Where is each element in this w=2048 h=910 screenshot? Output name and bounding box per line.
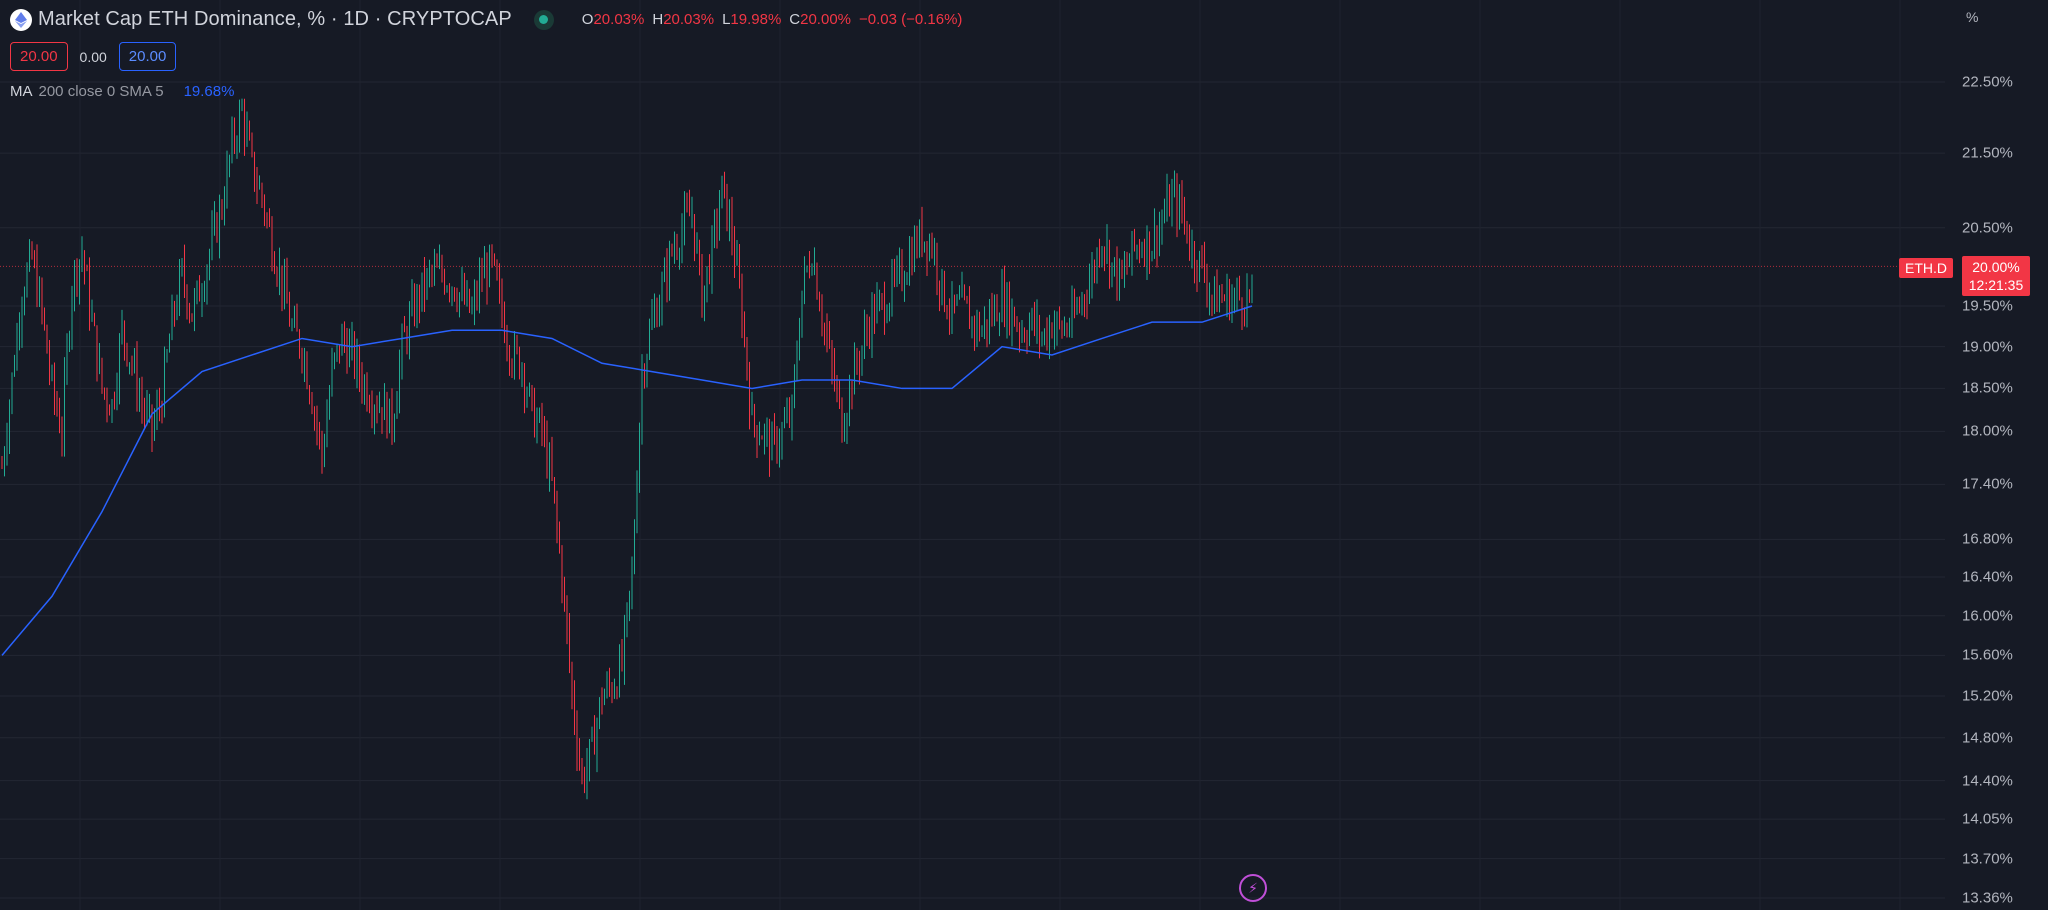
- ma-value: 19.68%: [183, 83, 235, 100]
- ohlc-open-key: O: [581, 11, 594, 28]
- axis-tick-label: 17.40%: [1962, 475, 2013, 493]
- axis-tick-label: 21.50%: [1962, 144, 2013, 162]
- last-price-value: 20.00%: [1972, 259, 2020, 275]
- lightning-icon[interactable]: ⚡: [1239, 874, 1267, 902]
- axis-tick-label: 13.70%: [1962, 850, 2013, 868]
- ethereum-icon[interactable]: [10, 8, 32, 31]
- axis-tick-label: 14.40%: [1962, 772, 2013, 790]
- market-status-icon[interactable]: [533, 9, 554, 30]
- candlestick-series: [1, 98, 1253, 800]
- ma-params: 200 close 0 SMA 5: [38, 83, 164, 100]
- ohlc-values: O20.03% H20.03% L19.98% C20.00% −0.03 (−…: [582, 11, 963, 28]
- axis-tick-label: 15.20%: [1962, 687, 2013, 705]
- last-price-label: 20.00% 12:21:35: [1962, 256, 2030, 296]
- axis-tick-label: 18.00%: [1962, 422, 2013, 440]
- ohlc-low-value: 19.98%: [730, 11, 782, 28]
- ohlc-high-value: 20.03%: [663, 11, 715, 28]
- axis-tick-label: 22.50%: [1962, 73, 2013, 91]
- axis-tick-label: 19.00%: [1962, 338, 2013, 356]
- symbol-price-label: ETH.D: [1899, 258, 1953, 278]
- chart-grid: [0, 81, 1945, 899]
- axis-tick-label: 20.50%: [1962, 219, 2013, 237]
- axis-tick-label: 16.00%: [1962, 607, 2013, 625]
- chart-legend: Market Cap ETH Dominance, % · 1D · CRYPT…: [10, 8, 962, 31]
- axis-tick-label: 14.05%: [1962, 810, 2013, 828]
- ohlc-low-key: L: [722, 11, 731, 28]
- axis-tick-label: 16.80%: [1962, 530, 2013, 548]
- bar-countdown: 12:21:35: [1968, 277, 2024, 293]
- ma-name: MA: [10, 83, 33, 100]
- ohlc-open-value: 20.03%: [593, 11, 645, 28]
- axis-unit-label[interactable]: %: [1966, 9, 1979, 25]
- axis-tick-label: 19.50%: [1962, 297, 2013, 315]
- ma-line: [1, 305, 1253, 656]
- axis-tick-label: 14.80%: [1962, 729, 2013, 747]
- ma-indicator-legend[interactable]: MA 200 close 0 SMA 5 19.68%: [10, 83, 234, 100]
- spread-value: 0.00: [79, 48, 107, 65]
- axis-tick-label: 13.36%: [1962, 889, 2013, 907]
- ohlc-change-value: −0.03 (−0.16%): [859, 11, 963, 28]
- ohlc-close-key: C: [789, 11, 801, 28]
- ohlc-high-key: H: [652, 11, 664, 28]
- buy-button[interactable]: 20.00: [118, 42, 177, 71]
- trade-buttons: 20.00 0.00 20.00: [10, 42, 177, 71]
- axis-tick-label: 15.60%: [1962, 646, 2013, 664]
- symbol-title[interactable]: Market Cap ETH Dominance, % · 1D · CRYPT…: [38, 8, 512, 30]
- axis-tick-label: 16.40%: [1962, 568, 2013, 586]
- axis-tick-label: 18.50%: [1962, 379, 2013, 397]
- ohlc-close-value: 20.00%: [800, 11, 851, 28]
- sell-button[interactable]: 20.00: [10, 42, 68, 71]
